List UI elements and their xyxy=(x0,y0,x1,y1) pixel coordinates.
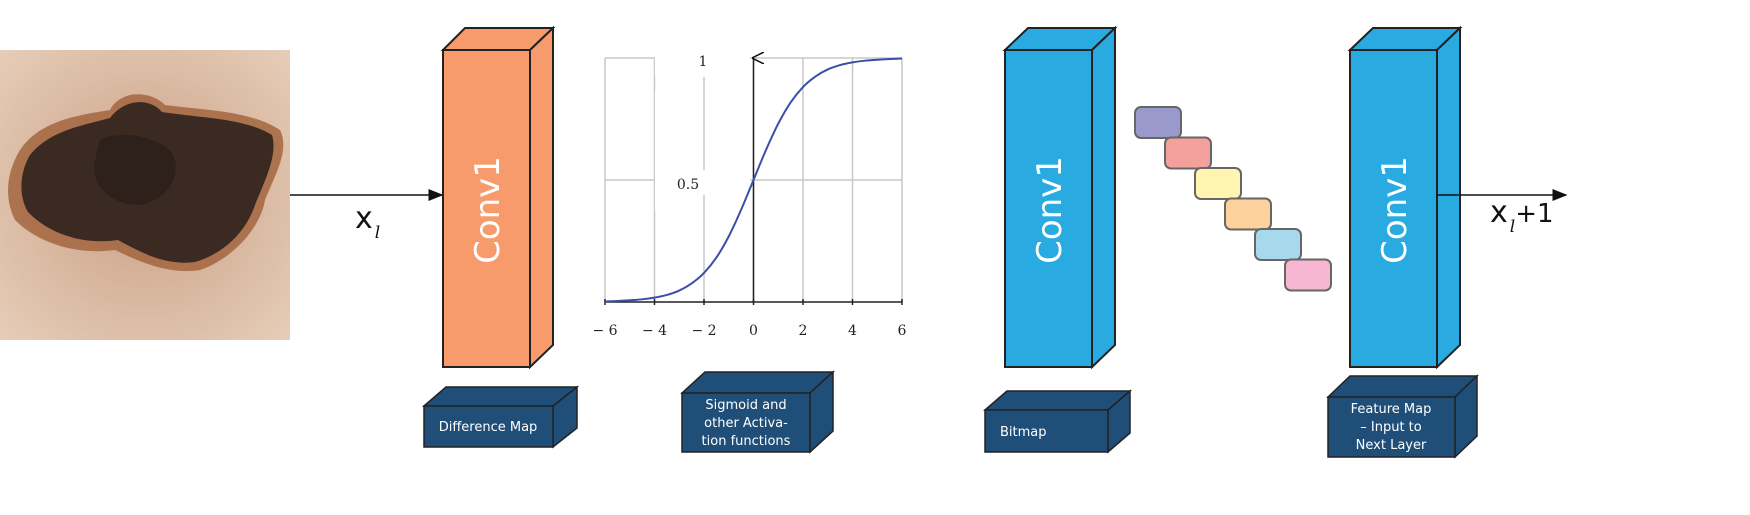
svg-text:Feature Map: Feature Map xyxy=(1351,402,1432,417)
pool-box xyxy=(1194,167,1242,200)
skin-lesion-image xyxy=(0,50,290,340)
caption-activation: Sigmoid and other Activa- tion functions xyxy=(680,370,835,454)
svg-text:Conv1: Conv1 xyxy=(1375,156,1415,264)
caption-feature-map: Feature Map – Input to Next Layer xyxy=(1326,374,1479,459)
x-tick-label: 4 xyxy=(848,323,857,339)
pooling-boxes xyxy=(1134,106,1332,292)
x-tick-label: 6 xyxy=(898,323,907,339)
x-tick-label: − 4 xyxy=(642,323,667,339)
y-tick-label: 0.5 xyxy=(677,177,699,193)
pool-box xyxy=(1134,106,1182,139)
svg-text:Next Layer: Next Layer xyxy=(1356,438,1427,453)
pool-box xyxy=(1284,258,1332,292)
conv-block-difference: Conv1 xyxy=(440,25,556,370)
pool-box xyxy=(1224,197,1272,231)
svg-text:other Activa-: other Activa- xyxy=(704,416,788,431)
conv-title: Conv1 xyxy=(468,156,508,264)
conv-block-bitmap: Conv1 xyxy=(1002,25,1118,370)
svg-text:tion functions: tion functions xyxy=(702,434,791,449)
sigmoid-curve xyxy=(604,57,903,303)
svg-text:Bitmap: Bitmap xyxy=(1000,425,1047,440)
svg-text:Conv1: Conv1 xyxy=(1030,156,1070,264)
svg-text:– Input to: – Input to xyxy=(1360,420,1422,435)
x-tick-label: − 6 xyxy=(592,323,617,339)
svg-text:Difference Map: Difference Map xyxy=(439,420,538,435)
conv-block-feature-map: Conv1 xyxy=(1347,25,1463,370)
output-label: x l+1 xyxy=(1490,195,1554,237)
x-tick-label: 0 xyxy=(749,323,758,339)
pool-box xyxy=(1164,136,1212,170)
caption-difference-map: Difference Map xyxy=(421,385,580,449)
y-tick-label: 1 xyxy=(699,54,708,70)
pool-box xyxy=(1254,228,1302,261)
svg-text:Sigmoid and: Sigmoid and xyxy=(705,398,786,413)
x-tick-label: 2 xyxy=(799,323,808,339)
caption-bitmap: Bitmap xyxy=(982,389,1133,454)
x-tick-label: − 2 xyxy=(691,323,716,339)
sigmoid-chart: − 6 − 4 − 2 0 2 4 6 0.5 1 xyxy=(592,54,907,339)
